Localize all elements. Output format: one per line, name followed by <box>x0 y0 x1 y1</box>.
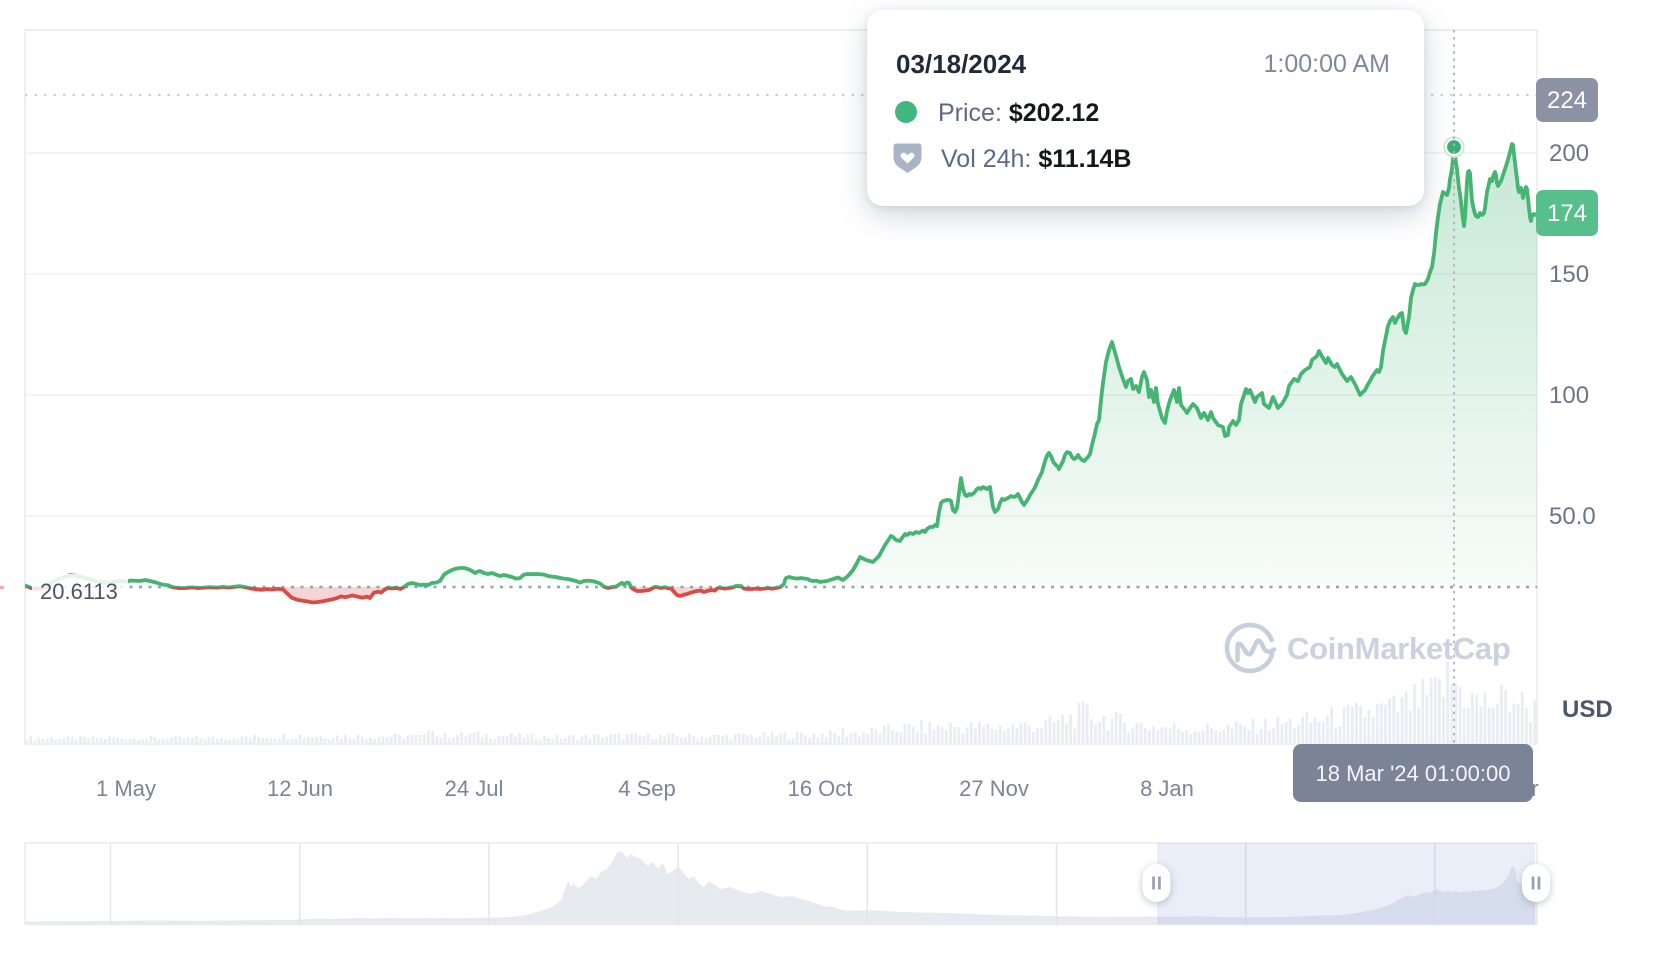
svg-text:27 Nov: 27 Nov <box>959 776 1029 801</box>
svg-text:18 Mar '24 01:00:00: 18 Mar '24 01:00:00 <box>1315 761 1510 786</box>
svg-text:24 Jul: 24 Jul <box>445 776 504 801</box>
svg-text:20.6113: 20.6113 <box>40 579 118 604</box>
svg-text:224: 224 <box>1547 87 1587 114</box>
svg-text:100: 100 <box>1549 382 1589 409</box>
svg-text:4 Sep: 4 Sep <box>618 776 676 801</box>
svg-text:150: 150 <box>1549 261 1589 288</box>
svg-text:16 Oct: 16 Oct <box>788 776 853 801</box>
svg-text:200: 200 <box>1549 140 1589 167</box>
svg-text:1 May: 1 May <box>96 776 156 801</box>
svg-text:12 Jun: 12 Jun <box>267 776 333 801</box>
svg-text:8 Jan: 8 Jan <box>1140 776 1194 801</box>
svg-text:50.0: 50.0 <box>1549 503 1596 530</box>
svg-text:CoinMarketCap: CoinMarketCap <box>1287 631 1510 666</box>
svg-text:USD: USD <box>1562 696 1613 723</box>
svg-text:174: 174 <box>1547 200 1587 227</box>
